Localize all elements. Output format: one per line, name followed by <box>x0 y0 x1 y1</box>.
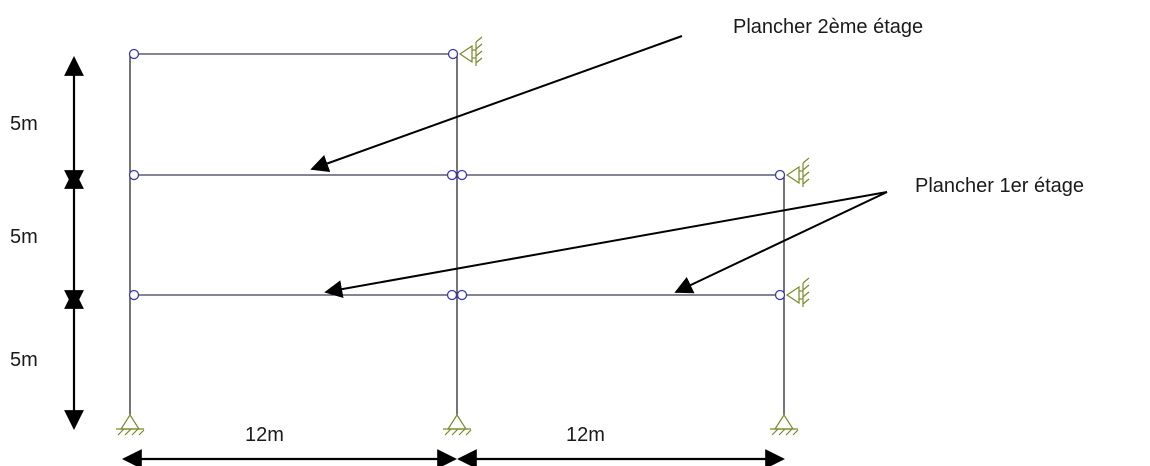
hinges <box>128 48 786 301</box>
pin-support-icon <box>770 413 799 436</box>
leader-floor-1-right <box>674 191 888 294</box>
pin-support-icon <box>116 413 145 436</box>
hinge-icon <box>128 169 140 181</box>
label-span-right: 12m <box>566 424 605 446</box>
hinge-icon <box>447 48 459 60</box>
lateral-support-icon <box>785 277 810 307</box>
pin-supports <box>116 413 799 436</box>
hinge-icon <box>128 289 140 301</box>
label-height-bottom: 5m <box>10 349 38 371</box>
lateral-support-icon <box>785 157 810 187</box>
label-height-middle: 5m <box>10 226 38 248</box>
hinge-icon <box>774 169 786 181</box>
hinge-icon <box>446 169 458 181</box>
hinge-icon <box>128 48 140 60</box>
label-floor-1: Plancher 1er étage <box>915 175 1084 197</box>
label-height-top: 5m <box>10 113 38 135</box>
leader-floor-1-left <box>324 191 888 299</box>
label-span-left: 12m <box>245 424 284 446</box>
beams <box>135 53 779 296</box>
pin-support-icon <box>443 413 472 436</box>
leader-arrows <box>310 35 888 299</box>
hinge-icon <box>446 289 458 301</box>
hinge-icon <box>456 289 468 301</box>
hinge-icon <box>774 289 786 301</box>
hinge-icon <box>456 169 468 181</box>
lateral-support-icon <box>458 36 483 66</box>
leader-floor-2 <box>310 35 683 172</box>
label-floor-2: Plancher 2ème étage <box>733 16 923 38</box>
lateral-supports <box>458 36 810 307</box>
columns <box>129 54 785 415</box>
